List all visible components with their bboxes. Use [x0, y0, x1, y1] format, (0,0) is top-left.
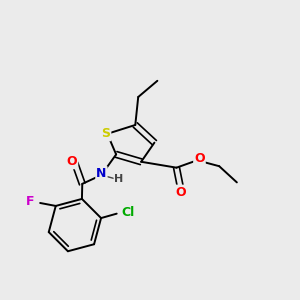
Text: O: O: [67, 155, 77, 168]
Text: Cl: Cl: [121, 206, 134, 219]
Text: N: N: [96, 167, 106, 180]
Text: O: O: [176, 186, 186, 199]
Text: S: S: [101, 127, 110, 140]
Text: O: O: [194, 152, 205, 165]
Text: H: H: [115, 174, 124, 184]
Text: F: F: [26, 195, 34, 208]
